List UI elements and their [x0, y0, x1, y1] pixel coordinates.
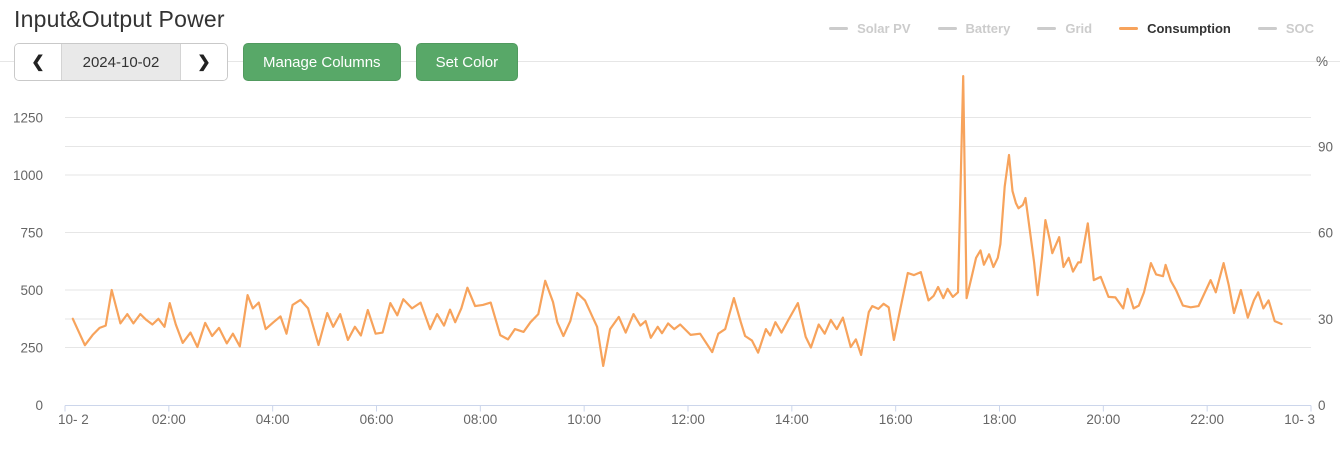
- series-line-consumption[interactable]: [71, 74, 1283, 367]
- y-axis-left-label: 500: [20, 283, 43, 298]
- legend-item-label: Grid: [1065, 21, 1093, 36]
- legend-dash-icon: [829, 27, 849, 30]
- y-axis-right-label: 60: [1318, 226, 1333, 241]
- legend-item-consumption[interactable]: Consumption: [1119, 21, 1231, 36]
- y-axis-left-label: 1000: [13, 168, 43, 183]
- prev-day-button[interactable]: ❮: [15, 44, 61, 80]
- legend-item-grid[interactable]: Grid: [1037, 21, 1092, 36]
- x-axis-label: 12:00: [671, 412, 705, 427]
- x-axis-label: 20:00: [1086, 412, 1120, 427]
- next-day-button[interactable]: ❯: [181, 44, 227, 80]
- y-axis-right-title: %: [1316, 54, 1328, 69]
- y-axis-left-label: 750: [20, 226, 43, 241]
- page-title: Input&Output Power: [14, 6, 231, 33]
- date-display[interactable]: 2024-10-02: [61, 44, 181, 80]
- x-axis-label: 10:00: [567, 412, 601, 427]
- x-axis-label: 18:00: [983, 412, 1017, 427]
- x-axis-label: 14:00: [775, 412, 809, 427]
- legend: Solar PV Battery Grid Consumption SOC: [829, 21, 1314, 36]
- y-axis-left-label: 1250: [13, 111, 43, 126]
- x-axis-label: 08:00: [463, 412, 497, 427]
- legend-item-battery[interactable]: Battery: [937, 21, 1011, 36]
- legend-item-label: SOC: [1285, 21, 1314, 36]
- x-axis-label: 10- 3: [1284, 412, 1315, 427]
- legend-dash-icon: [937, 27, 957, 30]
- y-axis-left-label: 250: [20, 341, 43, 356]
- manage-columns-button[interactable]: Manage Columns: [243, 43, 401, 81]
- legend-item-label: Solar PV: [857, 21, 911, 36]
- x-axis-label: 22:00: [1190, 412, 1224, 427]
- y-axis-right-label: 0: [1318, 398, 1326, 413]
- legend-dash-icon: [1037, 27, 1057, 30]
- legend-dash-icon: [1119, 27, 1139, 30]
- y-axis-left-label: 0: [35, 398, 43, 413]
- legend-dash-icon: [1257, 27, 1277, 30]
- x-axis-label: 04:00: [256, 412, 290, 427]
- x-axis-label: 16:00: [879, 412, 913, 427]
- toolbar: ❮ 2024-10-02 ❯ Manage Columns Set Color: [14, 43, 519, 81]
- y-axis-right-label: 90: [1318, 139, 1333, 154]
- legend-item-label: Consumption: [1147, 21, 1231, 36]
- legend-item-label: Battery: [965, 21, 1011, 36]
- x-axis-label: 10- 2: [58, 412, 89, 427]
- legend-item-soc[interactable]: SOC: [1257, 21, 1314, 36]
- y-axis-right-label: 30: [1318, 312, 1333, 327]
- x-axis-label: 06:00: [360, 412, 394, 427]
- legend-item-solar-pv[interactable]: Solar PV: [829, 21, 911, 36]
- x-axis-label: 02:00: [152, 412, 186, 427]
- set-color-button[interactable]: Set Color: [415, 43, 519, 81]
- date-navigator: ❮ 2024-10-02 ❯: [14, 43, 228, 81]
